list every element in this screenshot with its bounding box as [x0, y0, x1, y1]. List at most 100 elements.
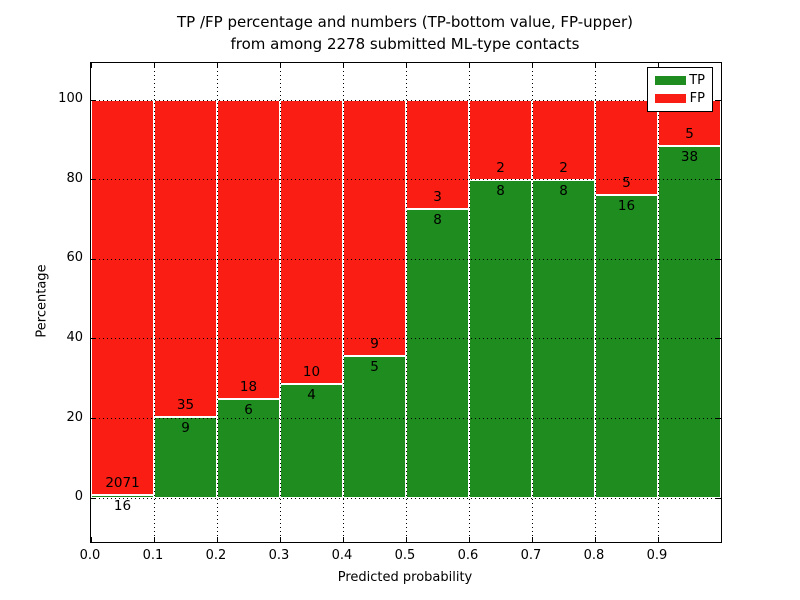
bar-fp-segment — [217, 100, 280, 399]
fp-count-label: 5 — [622, 174, 631, 191]
legend-label-fp: FP — [689, 91, 705, 107]
y-tick-label: 60 — [66, 250, 83, 266]
x-tick-bottom — [405, 537, 407, 542]
x-tick-bottom — [279, 537, 281, 542]
x-tick-label: 0.1 — [142, 548, 164, 563]
y-tick-left — [91, 338, 96, 340]
y-tick-right — [716, 99, 721, 101]
y-tick-label: 80 — [66, 170, 83, 186]
x-tick-label: 0.6 — [457, 548, 479, 563]
bar-fp-segment — [91, 100, 154, 496]
fp-count-label: 10 — [302, 364, 321, 381]
chart-title: TP /FP percentage and numbers (TP-bottom… — [90, 11, 720, 55]
fp-count-label: 9 — [370, 335, 379, 352]
y-gridline — [91, 99, 721, 101]
x-gridline — [594, 63, 596, 542]
x-tick-top — [216, 63, 218, 68]
bar-fp-segment — [343, 100, 406, 356]
y-tick-left — [91, 99, 96, 101]
x-tick-label: 0.9 — [646, 548, 668, 563]
fp-count-label: 35 — [176, 396, 195, 413]
fp-count-label: 2 — [559, 159, 568, 176]
tp-count-label: 8 — [496, 182, 505, 199]
bar-fp-segment — [532, 100, 595, 180]
tp-count-label: 4 — [307, 387, 316, 404]
x-tick-bottom — [468, 537, 470, 542]
legend: TP FP — [647, 67, 713, 112]
bar-fp-segment — [595, 100, 658, 195]
tp-count-label: 9 — [181, 419, 190, 436]
tp-count-label: 5 — [370, 358, 379, 375]
plot-area: TP FP 2071 16 35 9 18 6 10 4 9 5 3 8 2 8 2 8 5 16 5 38 — [90, 62, 722, 543]
tp-count-label: 16 — [113, 498, 132, 515]
y-tick-label: 40 — [66, 329, 83, 345]
y-tick-left — [91, 418, 96, 420]
x-tick-top — [153, 63, 155, 68]
x-tick-label: 0.3 — [268, 548, 290, 563]
x-tick-label: 0.0 — [79, 548, 101, 563]
tp-count-label: 16 — [617, 197, 636, 214]
y-tick-label: 20 — [66, 409, 83, 425]
x-tick-top — [342, 63, 344, 68]
x-tick-top — [405, 63, 407, 68]
bar-fp-segment — [280, 100, 343, 385]
x-gridline — [531, 63, 533, 542]
x-tick-top — [279, 63, 281, 68]
x-gridline — [405, 63, 407, 542]
y-tick-label: 0 — [74, 489, 83, 505]
y-tick-left — [91, 497, 96, 499]
y-tick-right — [716, 497, 721, 499]
legend-entry-tp: TP — [655, 73, 705, 88]
x-tick-bottom — [90, 537, 92, 542]
x-tick-label: 0.2 — [205, 548, 227, 563]
x-tick-bottom — [342, 537, 344, 542]
x-tick-label: 0.8 — [583, 548, 605, 563]
fp-count-label: 2071 — [105, 475, 140, 492]
y-gridline — [91, 418, 721, 420]
x-gridline — [657, 63, 659, 542]
bar-fp-segment — [154, 100, 217, 417]
fp-count-label: 18 — [239, 378, 258, 395]
x-tick-bottom — [531, 537, 533, 542]
y-tick-left — [91, 258, 96, 260]
fp-count-label: 5 — [685, 126, 694, 143]
x-gridline — [153, 63, 155, 542]
y-tick-right — [716, 338, 721, 340]
y-gridline — [91, 258, 721, 260]
legend-swatch-tp-icon — [655, 75, 686, 85]
fp-count-label: 2 — [496, 159, 505, 176]
bar-tp-segment — [406, 208, 469, 499]
x-tick-top — [594, 63, 596, 68]
bar-tp-segment — [658, 146, 721, 499]
x-tick-label: 0.5 — [394, 548, 416, 563]
tp-count-label: 8 — [559, 182, 568, 199]
fp-count-label: 3 — [433, 188, 442, 205]
x-tick-bottom — [657, 537, 659, 542]
x-tick-bottom — [594, 537, 596, 542]
x-tick-top — [468, 63, 470, 68]
x-gridline — [468, 63, 470, 542]
x-gridline — [342, 63, 344, 542]
y-tick-right — [716, 179, 721, 181]
x-tick-bottom — [216, 537, 218, 542]
bar-tp-segment — [595, 194, 658, 499]
x-tick-top — [90, 63, 92, 68]
y-gridline — [91, 338, 721, 340]
y-axis-label: Percentage — [34, 264, 50, 338]
bar-fp-segment — [406, 100, 469, 209]
y-tick-right — [716, 418, 721, 420]
y-gridline — [91, 179, 721, 181]
tp-count-label: 8 — [433, 211, 442, 228]
tp-count-label: 6 — [244, 401, 253, 418]
x-tick-top — [657, 63, 659, 68]
chart-title-line2: from among 2278 submitted ML-type contac… — [230, 35, 580, 53]
legend-label-tp: TP — [689, 72, 705, 88]
y-tick-left — [91, 179, 96, 181]
y-tick-label: 100 — [58, 91, 83, 107]
chart-title-line1: TP /FP percentage and numbers (TP-bottom… — [177, 13, 633, 31]
x-tick-bottom — [153, 537, 155, 542]
bar-fp-segment — [469, 100, 532, 180]
y-gridline — [91, 497, 721, 499]
legend-swatch-fp-icon — [655, 94, 686, 104]
